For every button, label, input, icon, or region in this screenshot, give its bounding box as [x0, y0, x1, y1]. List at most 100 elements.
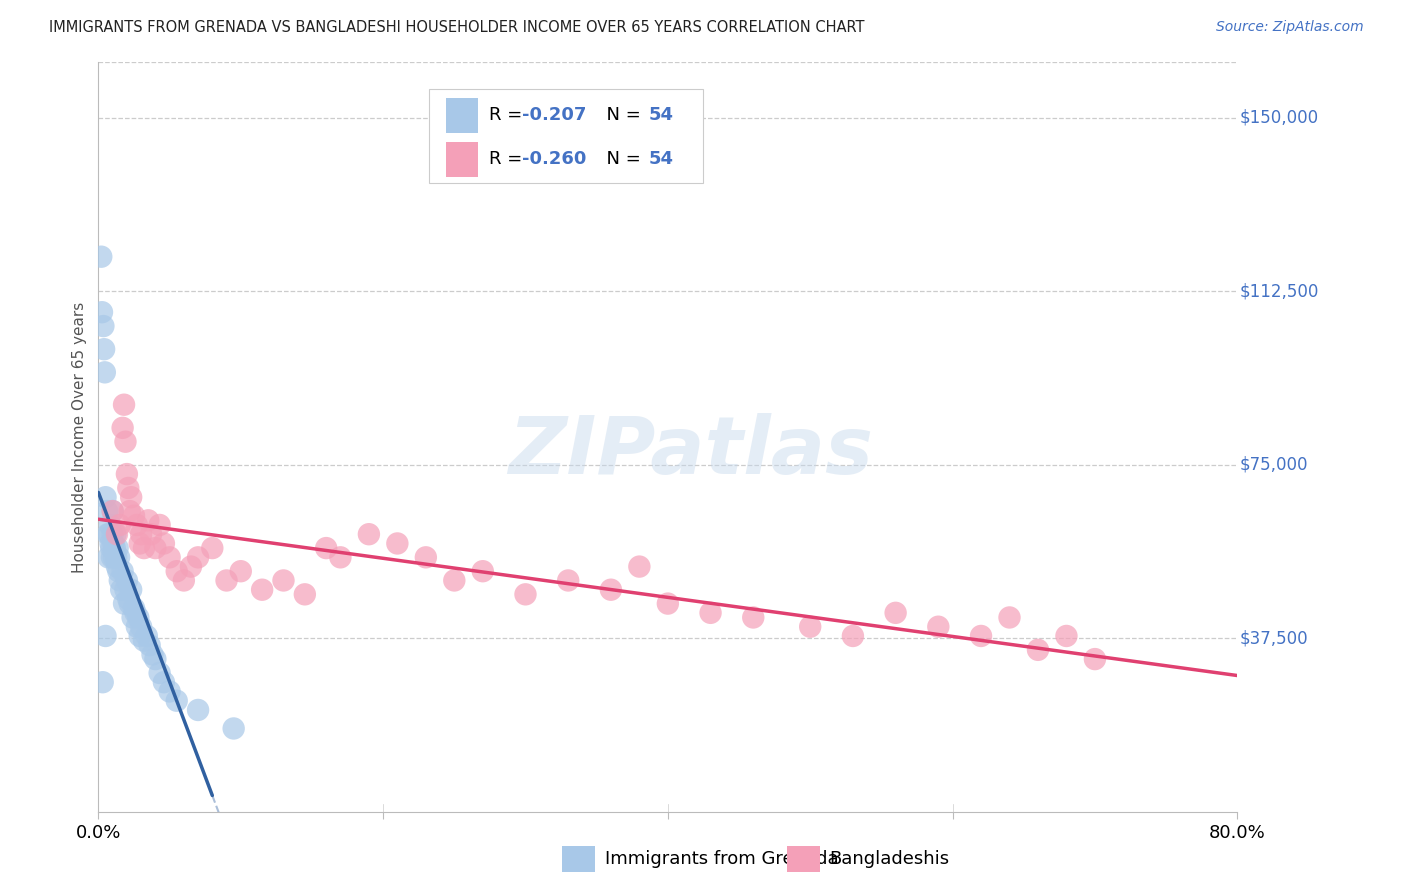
Point	[128, 629, 150, 643]
Point	[97, 550, 120, 565]
Text: Immigrants from Grenada: Immigrants from Grenada	[605, 850, 838, 868]
Point	[120, 490, 142, 504]
Text: R =: R =	[489, 151, 529, 169]
Point	[91, 305, 114, 319]
Text: ZIPatlas: ZIPatlas	[508, 413, 873, 491]
Point	[970, 629, 993, 643]
Point	[387, 536, 409, 550]
Text: $75,000: $75,000	[1240, 456, 1308, 474]
Point	[657, 597, 679, 611]
Point	[153, 675, 176, 690]
Point	[118, 504, 141, 518]
Point	[329, 550, 352, 565]
Point	[166, 564, 188, 578]
Point	[315, 541, 337, 555]
Text: 54: 54	[648, 151, 673, 169]
Point	[100, 536, 122, 550]
Point	[122, 601, 145, 615]
Point	[357, 527, 380, 541]
Point	[93, 342, 115, 356]
Point	[98, 518, 121, 533]
Point	[628, 559, 651, 574]
Text: Bangladeshis: Bangladeshis	[830, 850, 949, 868]
Point	[111, 564, 134, 578]
Point	[201, 541, 224, 555]
Text: $37,500: $37,500	[1240, 629, 1308, 648]
Point	[93, 319, 115, 334]
Point	[124, 606, 146, 620]
Point	[135, 629, 157, 643]
Point	[121, 610, 143, 624]
Point	[884, 606, 907, 620]
Point	[132, 633, 155, 648]
Point	[105, 527, 128, 541]
Point	[104, 527, 127, 541]
Point	[141, 648, 163, 662]
Text: R =: R =	[489, 106, 529, 124]
Text: Source: ZipAtlas.com: Source: ZipAtlas.com	[1216, 20, 1364, 34]
Point	[108, 550, 131, 565]
Point	[100, 541, 122, 555]
Point	[118, 597, 141, 611]
Point	[187, 550, 209, 565]
Text: -0.207: -0.207	[522, 106, 586, 124]
Text: N =: N =	[595, 151, 647, 169]
Point	[166, 694, 188, 708]
Point	[842, 629, 865, 643]
Point	[94, 365, 117, 379]
Point	[110, 582, 132, 597]
Point	[112, 597, 135, 611]
Point	[90, 250, 112, 264]
Point	[222, 722, 245, 736]
Point	[273, 574, 295, 588]
Point	[443, 574, 465, 588]
Point	[112, 398, 135, 412]
Point	[101, 527, 124, 541]
Point	[117, 591, 139, 606]
Point	[471, 564, 494, 578]
Point	[111, 421, 134, 435]
Point	[115, 574, 138, 588]
Y-axis label: Householder Income Over 65 years: Householder Income Over 65 years	[72, 301, 87, 573]
Point	[105, 550, 128, 565]
Point	[149, 518, 172, 533]
Point	[107, 541, 129, 555]
Point	[1056, 629, 1078, 643]
Point	[159, 684, 181, 698]
Point	[159, 550, 181, 565]
Text: -0.260: -0.260	[522, 151, 586, 169]
Point	[125, 620, 148, 634]
Point	[173, 574, 195, 588]
Text: 54: 54	[648, 106, 673, 124]
Point	[117, 481, 139, 495]
Point	[115, 467, 138, 481]
Point	[229, 564, 252, 578]
Point	[415, 550, 437, 565]
Point	[101, 504, 124, 518]
Point	[799, 620, 821, 634]
Point	[138, 638, 160, 652]
Point	[97, 527, 120, 541]
Point	[136, 513, 159, 527]
Point	[180, 559, 202, 574]
Point	[127, 610, 149, 624]
Point	[101, 550, 124, 565]
Point	[1084, 652, 1107, 666]
Text: IMMIGRANTS FROM GRENADA VS BANGLADESHI HOUSEHOLDER INCOME OVER 65 YEARS CORRELAT: IMMIGRANTS FROM GRENADA VS BANGLADESHI H…	[49, 20, 865, 35]
Point	[129, 527, 152, 541]
Point	[145, 652, 167, 666]
Point	[699, 606, 721, 620]
Point	[120, 582, 142, 597]
Point	[98, 527, 121, 541]
Point	[128, 536, 150, 550]
Point	[998, 610, 1021, 624]
Point	[145, 541, 167, 555]
Text: $150,000: $150,000	[1240, 109, 1319, 127]
Point	[250, 582, 273, 597]
Point	[104, 541, 127, 555]
Point	[129, 620, 152, 634]
Point	[114, 582, 136, 597]
Point	[108, 518, 131, 533]
Point	[139, 527, 162, 541]
Point	[515, 587, 537, 601]
